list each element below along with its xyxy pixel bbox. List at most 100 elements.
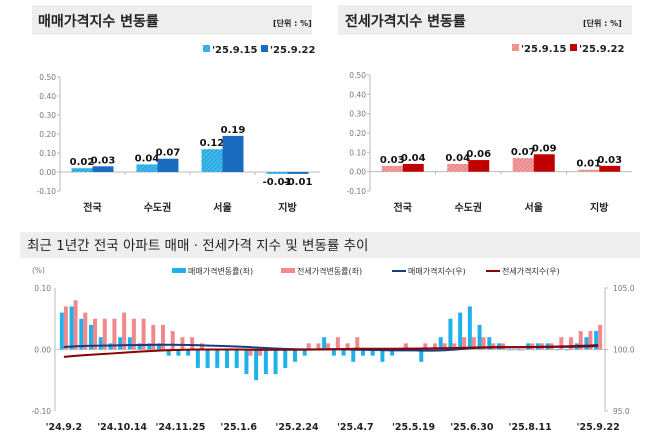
jeonse-rate-bar xyxy=(423,343,428,350)
sale-rate-bar xyxy=(293,349,297,362)
sale-rate-bar xyxy=(195,349,200,368)
legend-label: '25.9.15 xyxy=(212,45,257,56)
y-tick-label: 0.10 xyxy=(39,149,56,158)
jeonse-rate-bar xyxy=(481,337,486,350)
sale-rate-bar xyxy=(273,349,278,375)
sale-rate-bar xyxy=(565,349,569,351)
data-label: 0.03 xyxy=(597,155,622,166)
bar-prev-week xyxy=(512,158,534,172)
sale-rate-bar xyxy=(283,349,288,368)
legend-label: 매매가격지수(우) xyxy=(408,266,466,276)
jeonse-rate-bar xyxy=(569,337,573,350)
sale-rate-bar xyxy=(89,324,93,350)
data-label: 0.03 xyxy=(380,155,405,166)
sale-rate-bar xyxy=(331,349,336,356)
jeonse-rate-bar xyxy=(598,324,603,350)
sale-panel-title: 매매가격지수 변동률 xyxy=(38,13,159,30)
jeonse-rate-bar xyxy=(161,324,165,350)
bar-curr-week xyxy=(402,163,424,172)
data-label: 0.04 xyxy=(445,153,470,164)
bar-curr-week xyxy=(287,172,309,174)
left-y-tick-label: -0.10 xyxy=(32,407,52,416)
trend-title-bar xyxy=(20,232,640,258)
bar-curr-week xyxy=(157,158,179,172)
jeonse-rate-bar xyxy=(578,331,583,350)
data-label: 0.07 xyxy=(511,147,536,158)
sale-rate-bar xyxy=(458,312,463,350)
jeonse-rate-bar xyxy=(151,324,156,350)
category-label: 지방 xyxy=(278,201,297,214)
sale-rate-bar xyxy=(516,349,521,351)
y-tick-label: 0.30 xyxy=(39,111,56,120)
sale-rate-bar xyxy=(254,349,259,381)
jeonse-rate-bar xyxy=(112,318,117,350)
jeonse-rate-bar xyxy=(180,337,185,350)
jeonse-rate-bar xyxy=(83,312,88,350)
jeonse-rate-bar xyxy=(102,318,107,350)
jeonse-title-bar xyxy=(338,5,632,35)
legend-swatch xyxy=(172,268,186,273)
jeonse-rate-bar xyxy=(131,318,136,350)
sale-rate-bar xyxy=(166,349,171,356)
jeonse-rate-bar xyxy=(520,349,525,351)
sale-rate-bar xyxy=(390,349,395,356)
legend-label: '25.9.15 xyxy=(521,44,566,55)
bar-curr-week xyxy=(92,166,114,172)
jeonse-rate-bar xyxy=(355,337,360,350)
jeonse-rate-bar xyxy=(170,331,175,350)
sale-rate-bar xyxy=(467,306,472,350)
sale-rate-bar xyxy=(419,349,424,362)
bar-prev-week xyxy=(71,168,93,172)
data-label: 0.07 xyxy=(156,148,181,159)
category-label: 전국 xyxy=(83,201,101,214)
x-tick-label: '25.6.30 xyxy=(450,422,494,433)
jeonse-rate-bar xyxy=(471,337,476,350)
jeonse-rate-bar xyxy=(248,349,253,356)
trend-chart: 0.10 0.00 -0.10 105.0 100.0 95.0 '24.9.2 '24.10… xyxy=(32,266,635,433)
jeonse-rate-bar xyxy=(345,343,350,350)
y-tick-label: 0.30 xyxy=(349,110,366,119)
y-tick-label: 0.50 xyxy=(39,73,56,82)
sale-rate-bar xyxy=(186,349,191,356)
category-label: 서울 xyxy=(213,201,231,214)
sale-rate-bar xyxy=(594,331,599,350)
y-tick-label: 0.20 xyxy=(39,130,56,139)
sale-rate-bar xyxy=(79,318,84,350)
legend-label: 매매가격변동률(좌) xyxy=(188,266,253,276)
data-label: 0.02 xyxy=(70,157,95,168)
right-y-tick-label: 95.0 xyxy=(613,407,630,416)
data-label: 0.04 xyxy=(401,153,426,164)
sale-rate-bar xyxy=(147,343,152,350)
jeonse-rate-bar xyxy=(442,343,447,350)
jeonse-rate-bar xyxy=(190,337,195,350)
sale-rate-bar xyxy=(438,337,443,350)
category-label: 수도권 xyxy=(454,202,482,214)
sale-rate-panel: 매매가격지수 변동률 [단위 : %] 0.50 0.40 0.30 0.20 0.10… xyxy=(32,5,320,214)
sale-rate-bar xyxy=(225,349,229,368)
sale-rate-bar xyxy=(322,337,327,350)
jeonse-rate-bar xyxy=(452,343,457,350)
sale-rate-bar xyxy=(176,349,181,356)
jeonse-rate-bar xyxy=(326,343,331,350)
data-label: 0.09 xyxy=(532,143,557,154)
legend-label: '25.9.22 xyxy=(270,45,315,56)
sale-rate-chart: 0.50 0.40 0.30 0.20 0.10 0.00 -0.10 전국 0.020.03 수… xyxy=(37,45,320,214)
y-tick-label: 0.00 xyxy=(39,168,56,177)
bar-curr-week xyxy=(599,165,621,172)
sale-rate-bar xyxy=(157,343,161,350)
data-label: 0.19 xyxy=(221,125,246,136)
bar-prev-week xyxy=(578,169,600,172)
sale-rate-bar xyxy=(302,349,307,356)
sale-rate-bar xyxy=(137,343,142,350)
jeonse-rate-bar xyxy=(73,300,78,350)
data-label: 0.04 xyxy=(135,153,160,164)
bar-prev-week xyxy=(266,172,288,174)
sale-rate-bar xyxy=(244,349,249,375)
sale-rate-bar xyxy=(234,349,239,368)
category-label: 수도권 xyxy=(144,202,172,214)
x-tick-label: '24.11.25 xyxy=(156,422,206,433)
jeonse-rate-bar xyxy=(199,343,204,350)
sale-rate-bar xyxy=(127,337,132,350)
legend-swatch xyxy=(261,45,268,52)
